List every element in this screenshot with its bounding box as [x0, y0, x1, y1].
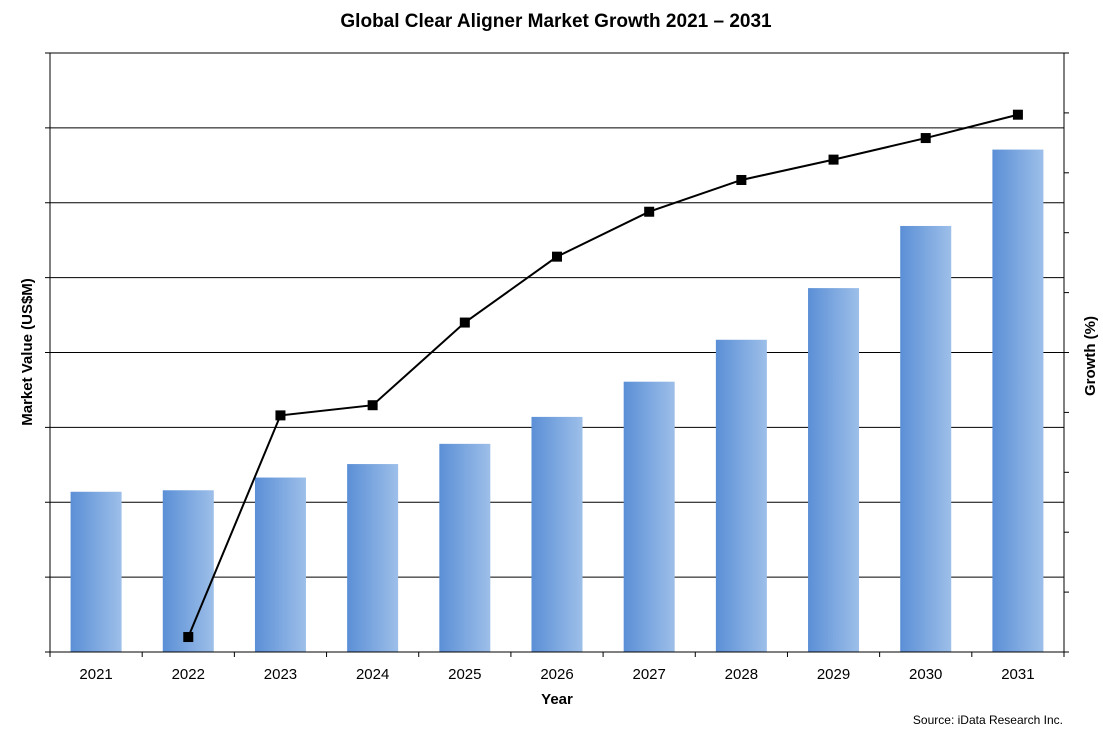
x-tick-label-2027: 2027 [632, 666, 665, 683]
bar-2022 [162, 490, 214, 652]
growth-marker-2026 [552, 251, 562, 262]
x-tick-label-2026: 2026 [540, 666, 573, 683]
x-tick-labels: 2021 2022 2023 2024 2025 2026 2027 2028 2029 2030… [79, 666, 1034, 683]
growth-marker-2030 [920, 133, 931, 144]
x-tick-label-2022: 2022 [172, 666, 205, 683]
bar-2025 [439, 443, 491, 652]
growth-marker-2028 [736, 174, 747, 185]
bar-2023 [254, 477, 306, 652]
growth-marker-2024 [367, 400, 378, 411]
bar-2030 [900, 225, 952, 652]
bar-2027 [623, 381, 675, 652]
x-tick-label-2029: 2029 [817, 666, 850, 683]
x-axis-label: Year [541, 691, 573, 708]
x-tick-label-2025: 2025 [448, 666, 481, 683]
growth-line-series [183, 109, 1023, 643]
bar-2028 [715, 339, 767, 652]
bar-2029 [808, 288, 860, 652]
bar-2031 [992, 149, 1044, 652]
bar-2021 [70, 491, 122, 652]
bar-series [70, 149, 1044, 652]
x-tick-label-2031: 2031 [1001, 666, 1034, 683]
x-tick-label-2024: 2024 [356, 666, 389, 683]
axes [45, 52, 1069, 657]
bar-2026 [531, 416, 583, 652]
bar-2024 [347, 464, 399, 652]
growth-marker-2029 [828, 154, 839, 165]
y-axis-label: Market Value (US$M) [19, 278, 36, 426]
growth-marker-2031 [1012, 109, 1023, 120]
x-tick-label-2030: 2030 [909, 666, 942, 683]
growth-marker-2025 [459, 317, 470, 328]
source-note: Source: iData Research Inc. [913, 713, 1063, 727]
x-tick-label-2021: 2021 [79, 666, 112, 683]
x-tick-label-2028: 2028 [725, 666, 758, 683]
chart-title: Global Clear Aligner Market Growth 2021 … [340, 11, 772, 32]
x-tick-label-2023: 2023 [264, 666, 297, 683]
growth-line [187, 113, 1019, 638]
y2-axis-label: Growth (%) [1082, 316, 1099, 396]
growth-marker-2027 [644, 206, 655, 217]
growth-marker-2022 [183, 632, 194, 643]
growth-marker-2023 [275, 410, 286, 421]
